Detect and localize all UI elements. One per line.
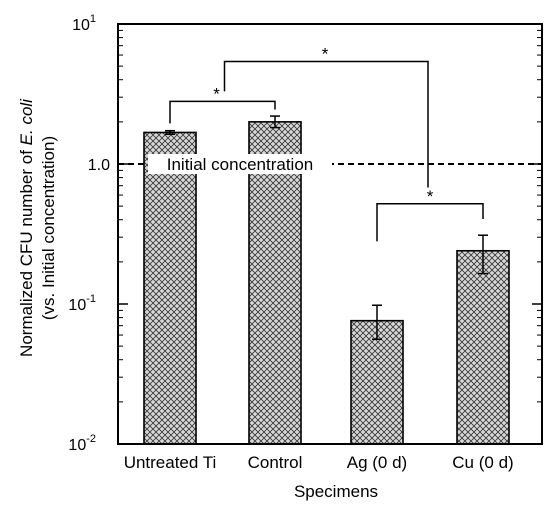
bar-0 [143,131,197,445]
y-tick-exponent-0: 1 [90,13,96,25]
reference-label: Initial concentration [167,155,313,174]
y-tick-base-2: 10 [68,297,86,314]
sig-star-1: * [427,187,434,206]
plot-frame [117,23,543,445]
y-tick-base-3: 10 [68,437,86,454]
sig-star-2: * [322,44,329,63]
x-tick-label-2: Ag (0 d) [347,453,407,472]
y-tick-label-2: 10-1 [68,293,96,314]
sig-star-0: * [213,84,220,103]
significance-group: * * * [169,44,484,242]
y-tick-label-1: 1.0 [88,157,110,174]
y-tick-base-0: 10 [72,17,90,34]
x-tick-label-3: Cu (0 d) [452,453,513,472]
sig-bracket-0 [169,100,276,124]
y-tick-exponent-2: -1 [86,293,96,305]
x-tick-label-1: Control [248,453,303,472]
bar-3 [456,249,510,445]
y-axis-subtitle: (vs. Initial concentration) [39,136,58,320]
y-tick-label-0: 101 [72,13,96,34]
y-axis-title: Normalized CFU number of E. coli [17,98,36,357]
x-tick-label-0: Untreated Ti [124,453,217,472]
y-axis-title-species: E. coli [17,98,36,146]
x-axis: Untreated Ti Control Ag (0 d) Cu (0 d) [124,453,514,472]
y-axis-title-main: Normalized CFU number of [17,145,36,357]
y-tick-label-3: 10-2 [68,433,96,454]
sig-bracket-2 [223,60,429,188]
bar-1 [248,121,302,445]
reference-label-background [148,154,332,174]
x-axis-title: Specimens [294,482,378,501]
y-tick-exponent-3: -2 [86,433,96,445]
sig-bracket-1 [376,203,484,242]
error-bars-group [165,115,488,341]
